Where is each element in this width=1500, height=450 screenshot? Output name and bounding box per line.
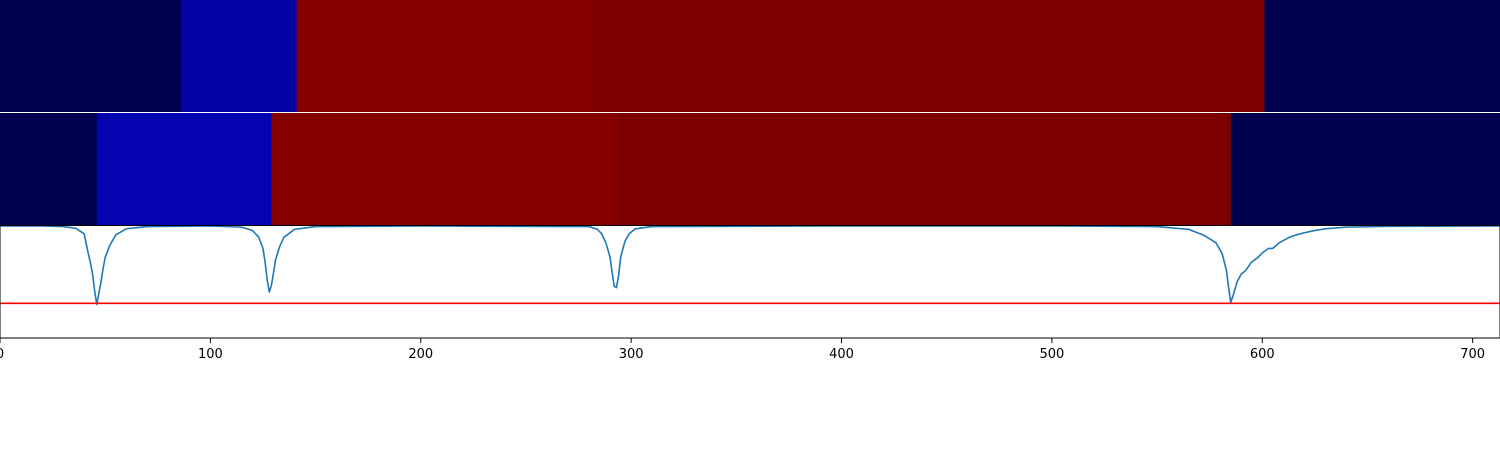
heatmap-panel-1: [0, 0, 1500, 112]
heatmap-panel-2: [0, 113, 1500, 225]
line-series-group: [0, 225, 1500, 306]
line-panel: [0, 225, 1500, 339]
heatmap-2-segment-2: [96, 113, 272, 225]
heatmap-1-segment-5: [1264, 0, 1500, 112]
x-tick-label-200: 200: [408, 347, 433, 362]
heatmap-2-segment-3: [271, 113, 620, 225]
x-tick-label-100: 100: [198, 347, 223, 362]
heatmap-1-segment-3: [296, 0, 592, 112]
heatmap-2-segment-4: [618, 113, 1232, 225]
heatmap-1-segment-4: [591, 0, 1265, 112]
x-tick-label-300: 300: [619, 347, 644, 362]
plot-frame: [0, 225, 1500, 339]
x-axis: 0 100 200 300 400 500 600 700: [0, 338, 1485, 362]
heatmap-2-segment-1: [0, 113, 98, 225]
x-tick-label-400: 400: [829, 347, 854, 362]
x-tick-label-500: 500: [1039, 347, 1064, 362]
heatmap-1-segment-2: [180, 0, 298, 112]
x-tick-label-600: 600: [1250, 347, 1275, 362]
heatmap-1-segment-1: [0, 0, 182, 112]
x-tick-label-0: 0: [0, 347, 4, 362]
line-series-1: [0, 225, 1500, 306]
x-tick-label-700: 700: [1460, 347, 1485, 362]
heatmap-2-segment-5: [1230, 113, 1500, 225]
